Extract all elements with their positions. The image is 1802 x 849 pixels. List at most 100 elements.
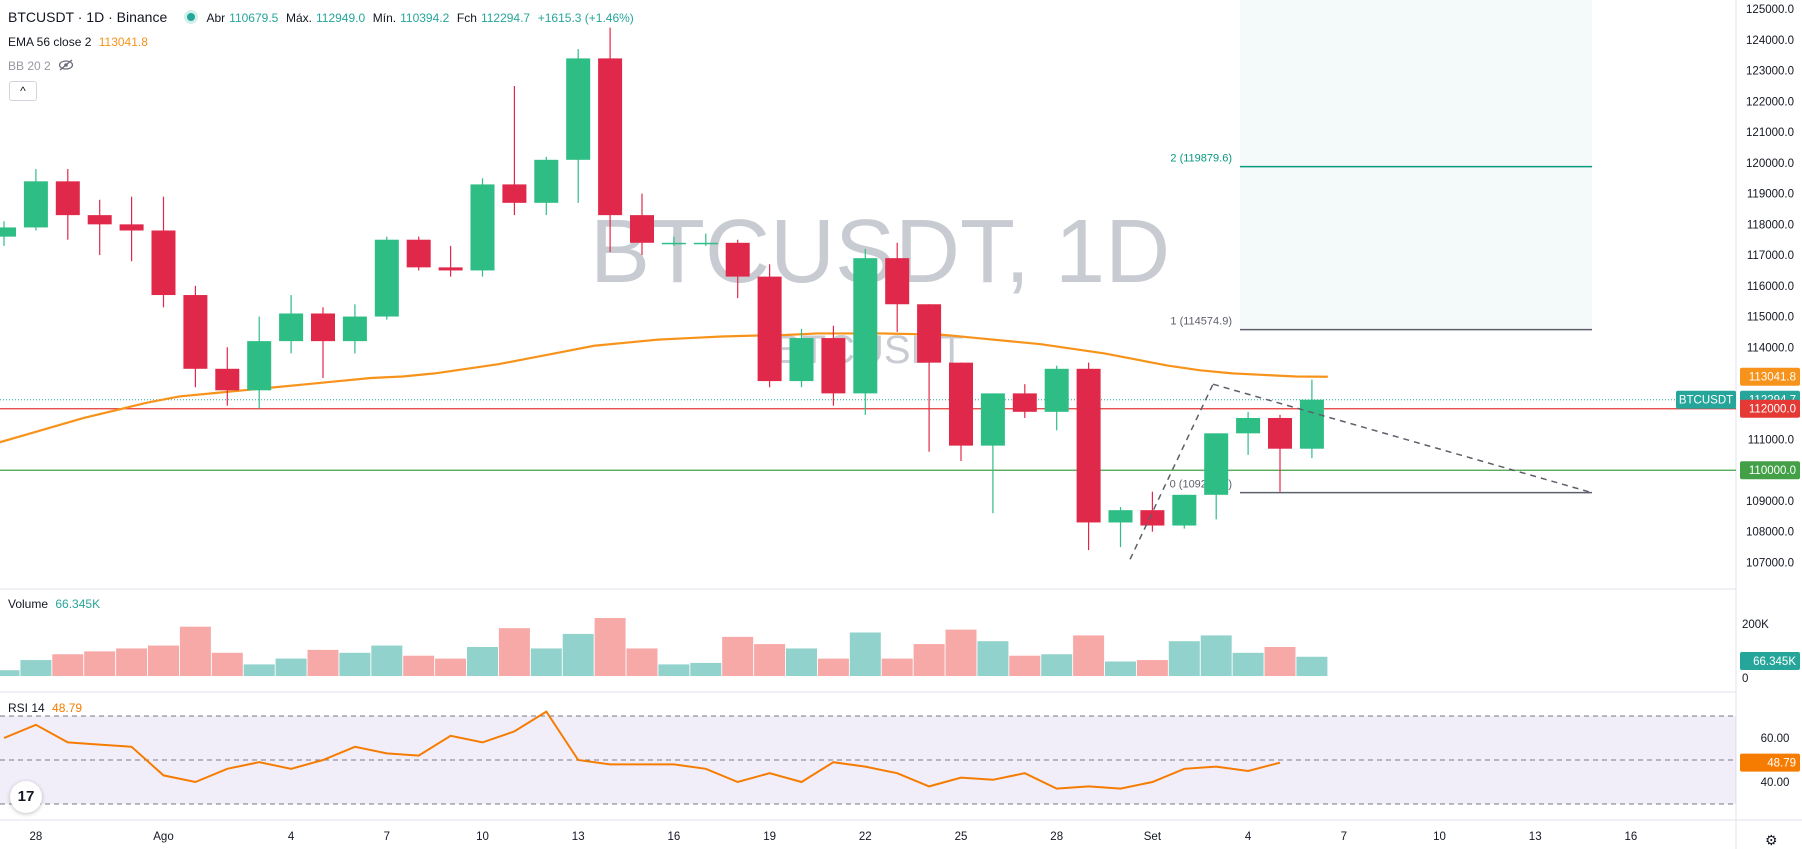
candle xyxy=(119,196,144,262)
candle-body xyxy=(1268,417,1292,449)
volume-bar xyxy=(179,626,211,676)
candle xyxy=(502,86,527,216)
volume-bar xyxy=(243,664,275,676)
candle xyxy=(1268,414,1292,492)
rsi-last-tag: 48.79 xyxy=(1767,758,1796,770)
candle-body xyxy=(1076,368,1101,523)
low-value: 110394.2 xyxy=(400,11,450,25)
bb-legend[interactable]: BB 20 2 xyxy=(8,59,78,74)
rsi-line xyxy=(3,710,1281,790)
candle-body xyxy=(1140,510,1165,526)
candle-body xyxy=(1236,417,1261,434)
symbol-name-tag: BTCUSDT xyxy=(1679,395,1733,407)
rsi-legend[interactable]: RSI 14 48.79 xyxy=(8,701,86,715)
volume-bar xyxy=(1264,647,1296,676)
time-tick-label: 22 xyxy=(859,831,872,843)
eye-hidden-icon[interactable] xyxy=(58,59,74,74)
candle xyxy=(470,178,495,277)
volume-bar xyxy=(722,636,754,676)
ema-line xyxy=(0,332,1328,444)
rsi-label: RSI 14 xyxy=(8,701,45,715)
fib-zone-upper xyxy=(1240,0,1592,330)
change-value: +1615.3 (+1.46%) xyxy=(537,11,634,25)
candle-body xyxy=(1172,494,1197,526)
time-tick-label: Ago xyxy=(153,831,173,843)
candle xyxy=(693,233,718,246)
candle xyxy=(598,27,623,253)
symbol-title[interactable]: BTCUSDT · 1D · Binance xyxy=(8,9,168,25)
candle-body xyxy=(630,215,654,243)
price-tick-label: 109000.0 xyxy=(1746,496,1794,508)
candle-body xyxy=(438,267,463,271)
time-tick-label: 16 xyxy=(1625,831,1638,843)
candle-body xyxy=(949,362,973,446)
candle xyxy=(374,236,399,320)
volume-bar xyxy=(371,645,403,676)
candle-body xyxy=(55,181,80,216)
candle-body xyxy=(693,242,718,245)
price-tick-label: 115000.0 xyxy=(1747,312,1794,324)
open-label: Abr xyxy=(206,11,226,25)
watermark-text: BTCUSDT, 1D xyxy=(590,202,1170,302)
candle xyxy=(1012,384,1037,418)
candle-body xyxy=(821,338,846,394)
candle xyxy=(87,199,112,256)
volume-bar xyxy=(148,645,179,676)
candle xyxy=(821,325,846,406)
candle xyxy=(661,236,686,246)
high-value: 112949.0 xyxy=(315,11,366,25)
green-line-price-tag-bg xyxy=(1740,461,1800,480)
close-value: 112294.7 xyxy=(480,11,531,25)
volume-bar xyxy=(562,633,594,676)
red-line-price-tag-bg xyxy=(1740,399,1800,418)
volume-legend[interactable]: Volume 66.345K xyxy=(8,597,104,611)
candle xyxy=(1236,411,1261,455)
price-tick-label: 108000.0 xyxy=(1746,527,1794,539)
candle-body xyxy=(502,184,527,203)
candle-body xyxy=(1108,510,1133,523)
volume-bar xyxy=(1105,661,1136,676)
volume-bar xyxy=(467,647,498,676)
time-tick-label: 10 xyxy=(1433,831,1446,843)
candle-body xyxy=(215,368,240,391)
time-tick-label: 13 xyxy=(1529,831,1542,843)
candle-body xyxy=(885,258,910,305)
volume-bar xyxy=(817,658,849,676)
collapse-legend-button[interactable]: ^ xyxy=(9,81,37,101)
ema-value: 113041.8 xyxy=(98,35,148,49)
candle xyxy=(342,304,367,354)
time-tick-label: 25 xyxy=(955,831,968,843)
ema-legend[interactable]: EMA 56 close 2 113041.8 xyxy=(8,35,152,49)
time-tick-label: 4 xyxy=(288,831,295,843)
fib-level-2-label: 2 (119879.6) xyxy=(1170,153,1232,165)
candle-body xyxy=(1044,368,1069,412)
candle xyxy=(311,307,335,379)
tradingview-logo[interactable]: 17 xyxy=(10,781,42,813)
candle-body xyxy=(757,276,782,382)
candle xyxy=(1108,507,1133,548)
price-tick-label: 124000.0 xyxy=(1746,35,1794,47)
candle xyxy=(949,362,973,461)
candle-body xyxy=(119,224,144,231)
volume-bar xyxy=(690,662,722,676)
candle xyxy=(630,193,654,256)
time-tick-label: 7 xyxy=(384,831,390,843)
close-label: Fch xyxy=(456,11,477,25)
volume-bar xyxy=(626,648,658,676)
volume-bar xyxy=(435,658,467,676)
candle xyxy=(406,236,431,271)
time-tick-label: 10 xyxy=(476,831,489,843)
price-tick-label: 118000.0 xyxy=(1747,219,1794,231)
volume-bar xyxy=(1009,655,1041,676)
candle xyxy=(980,393,1005,514)
price-tick-label: 117000.0 xyxy=(1747,250,1794,262)
volume-label: Volume xyxy=(8,597,49,611)
volume-bar xyxy=(754,644,786,676)
candle-body xyxy=(151,230,176,296)
candle-body xyxy=(279,313,304,342)
symbol-name-tag-bg xyxy=(1676,390,1736,409)
rsi-tick-label: 40.00 xyxy=(1761,777,1790,789)
price-tick-label: 123000.0 xyxy=(1746,66,1794,78)
settings-gear-icon[interactable]: ⚙ xyxy=(1765,832,1778,848)
